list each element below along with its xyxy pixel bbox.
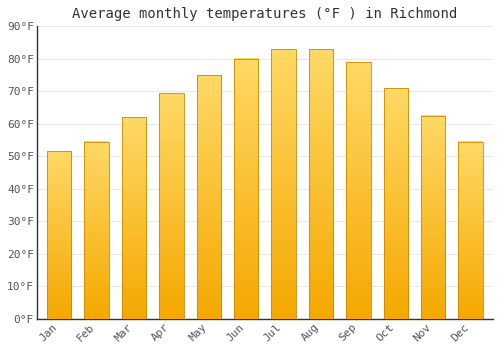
Bar: [346, 62, 370, 319]
Bar: [309, 49, 333, 319]
Bar: [159, 93, 184, 319]
Bar: [272, 49, 295, 319]
Title: Average monthly temperatures (°F ) in Richmond: Average monthly temperatures (°F ) in Ri…: [72, 7, 458, 21]
Bar: [47, 152, 72, 319]
Bar: [84, 142, 108, 319]
Bar: [122, 117, 146, 319]
Bar: [234, 59, 258, 319]
Bar: [421, 116, 446, 319]
Bar: [458, 142, 483, 319]
Bar: [384, 88, 408, 319]
Bar: [196, 75, 221, 319]
